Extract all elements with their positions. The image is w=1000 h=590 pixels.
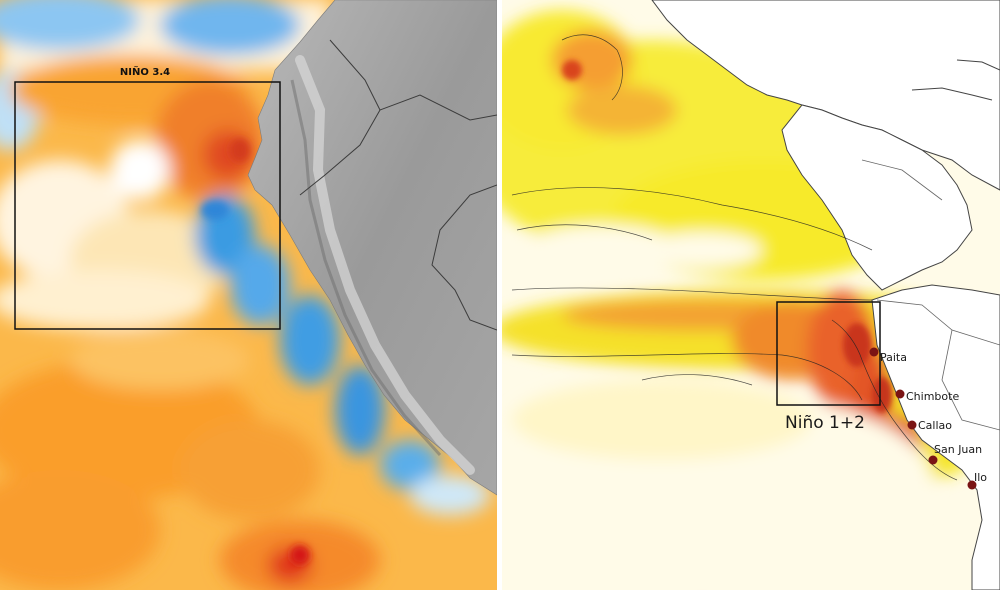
sst-hotspot	[562, 60, 892, 413]
port-markers: Paita Chimbote Callao San Juan Ilo	[869, 347, 987, 490]
port-dot-san-juan	[928, 455, 938, 465]
port-label-san-juan: San Juan	[934, 443, 982, 456]
nino-1-2-box	[776, 301, 881, 406]
left-map-panel: NIÑO 3.4	[0, 0, 497, 590]
anomaly-contours	[511, 34, 958, 481]
country-border	[431, 184, 497, 331]
country-border	[876, 299, 1000, 346]
port-dot-ilo	[967, 480, 977, 490]
left-map-svg: NIÑO 3.4	[0, 0, 497, 590]
nino-1-2-label: Niño 1+2	[785, 413, 865, 433]
right-map-svg: Niño 1+2 Paita Chimbote Callao San Juan …	[502, 0, 1000, 590]
country-border	[329, 39, 497, 121]
country-border	[861, 159, 943, 201]
nino-3-4-box	[14, 81, 281, 330]
port-label-chimbote: Chimbote	[906, 390, 959, 403]
port-dot-chimbote	[895, 389, 905, 399]
andes-ridge	[295, 55, 475, 475]
right-map-panel: Niño 1+2 Paita Chimbote Callao San Juan …	[502, 0, 1000, 590]
port-dot-paita	[869, 347, 879, 357]
caribbean-islands	[911, 87, 993, 101]
sst-detail	[201, 138, 310, 565]
port-dot-callao	[907, 420, 917, 430]
port-label-ilo: Ilo	[974, 471, 987, 484]
port-label-paita: Paita	[880, 351, 907, 364]
country-border	[299, 109, 381, 196]
south-america-land	[871, 284, 1000, 590]
country-border	[941, 329, 1000, 431]
panel-divider	[497, 0, 502, 590]
nino-3-4-label: NIÑO 3.4	[120, 65, 170, 78]
central-america-land	[781, 104, 973, 291]
sst-anomaly-field	[502, 10, 1000, 570]
port-label-callao: Callao	[918, 419, 952, 432]
caribbean-islands	[956, 59, 1000, 71]
andes-shadow	[290, 79, 442, 457]
